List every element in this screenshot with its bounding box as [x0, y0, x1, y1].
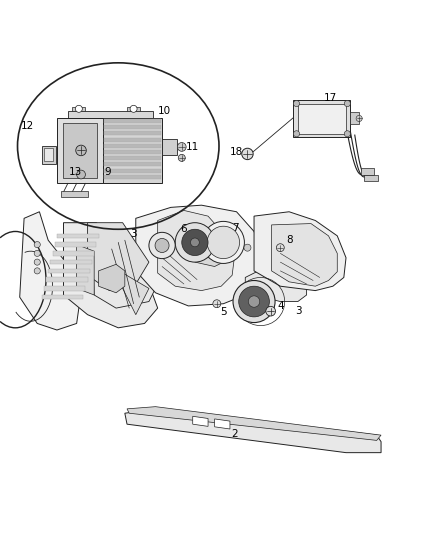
Polygon shape [195, 249, 223, 266]
Text: 3: 3 [295, 306, 302, 316]
Text: 3: 3 [130, 229, 137, 239]
Circle shape [77, 170, 85, 179]
Polygon shape [42, 146, 56, 164]
Text: 7: 7 [232, 223, 239, 233]
Circle shape [34, 268, 40, 274]
Circle shape [34, 251, 40, 256]
Polygon shape [361, 168, 374, 174]
Polygon shape [42, 295, 83, 300]
Circle shape [34, 241, 40, 248]
Polygon shape [104, 175, 161, 179]
Polygon shape [57, 118, 103, 183]
Polygon shape [104, 131, 161, 135]
Circle shape [202, 221, 244, 263]
Polygon shape [88, 223, 149, 290]
Polygon shape [104, 169, 161, 173]
Polygon shape [64, 223, 158, 328]
Circle shape [76, 145, 86, 156]
Polygon shape [158, 211, 234, 290]
Circle shape [248, 296, 260, 307]
Polygon shape [20, 212, 81, 330]
Polygon shape [364, 174, 378, 181]
Polygon shape [112, 266, 149, 314]
Polygon shape [104, 125, 161, 129]
Polygon shape [44, 148, 53, 161]
Circle shape [34, 259, 40, 265]
Polygon shape [127, 107, 140, 111]
Polygon shape [104, 144, 161, 148]
Circle shape [239, 286, 269, 317]
Circle shape [175, 223, 215, 262]
Polygon shape [272, 223, 337, 286]
Polygon shape [293, 100, 350, 138]
Circle shape [293, 131, 300, 137]
Polygon shape [63, 123, 97, 177]
Polygon shape [125, 409, 381, 453]
Polygon shape [44, 286, 85, 290]
Polygon shape [162, 140, 177, 155]
Polygon shape [55, 243, 96, 247]
Text: 13: 13 [69, 167, 82, 177]
Circle shape [213, 300, 221, 308]
Text: 5: 5 [220, 306, 227, 317]
Polygon shape [53, 251, 94, 255]
Text: 11: 11 [186, 142, 199, 152]
Polygon shape [104, 156, 161, 160]
Polygon shape [127, 407, 381, 440]
Polygon shape [104, 119, 161, 123]
Polygon shape [48, 269, 90, 273]
Polygon shape [104, 163, 161, 166]
Text: 9: 9 [104, 167, 111, 177]
Circle shape [182, 229, 208, 255]
Text: 10: 10 [158, 106, 171, 116]
Circle shape [233, 280, 275, 322]
Text: 12: 12 [21, 122, 34, 131]
Polygon shape [61, 191, 88, 197]
Polygon shape [57, 233, 99, 238]
Circle shape [344, 131, 350, 137]
Circle shape [191, 238, 199, 247]
Circle shape [293, 101, 300, 107]
Text: 6: 6 [180, 224, 187, 235]
Polygon shape [254, 212, 346, 290]
Polygon shape [72, 107, 85, 111]
Polygon shape [298, 103, 346, 134]
Circle shape [356, 115, 362, 122]
Circle shape [149, 232, 175, 259]
Circle shape [177, 142, 186, 151]
Polygon shape [104, 150, 161, 154]
Polygon shape [77, 245, 94, 295]
Circle shape [178, 155, 185, 161]
Circle shape [344, 101, 350, 107]
Text: 17: 17 [324, 93, 337, 103]
Circle shape [155, 238, 169, 253]
Circle shape [244, 244, 251, 251]
Polygon shape [245, 264, 307, 302]
Circle shape [75, 106, 82, 112]
Polygon shape [136, 205, 263, 306]
Text: 4: 4 [277, 301, 284, 311]
Polygon shape [215, 419, 230, 429]
Text: 2: 2 [231, 429, 238, 439]
Circle shape [207, 226, 240, 259]
Polygon shape [103, 118, 162, 183]
Polygon shape [92, 227, 158, 308]
Polygon shape [50, 260, 92, 264]
Circle shape [130, 106, 137, 112]
Circle shape [276, 244, 284, 252]
Polygon shape [350, 112, 359, 124]
Circle shape [242, 148, 253, 159]
Polygon shape [99, 264, 125, 293]
Polygon shape [193, 416, 208, 426]
Text: 18: 18 [230, 147, 243, 157]
Polygon shape [46, 278, 88, 282]
Text: 8: 8 [286, 235, 293, 245]
Polygon shape [104, 138, 161, 142]
Polygon shape [68, 111, 153, 118]
Circle shape [266, 306, 276, 316]
